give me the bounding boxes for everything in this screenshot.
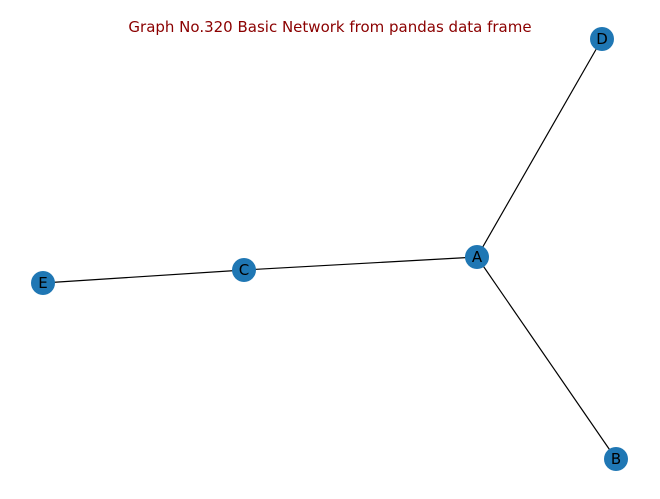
node-circle bbox=[465, 245, 489, 269]
node-c: C bbox=[232, 258, 256, 282]
node-circle bbox=[31, 271, 55, 295]
node-label: E bbox=[38, 274, 47, 292]
node-a: A bbox=[465, 245, 489, 269]
edge-a-c bbox=[243, 256, 478, 271]
edge-c-e bbox=[42, 269, 245, 284]
node-label: C bbox=[239, 261, 249, 279]
node-circle bbox=[232, 258, 256, 282]
edge-a-d bbox=[476, 38, 603, 258]
edge-a-b bbox=[476, 256, 617, 460]
node-d: D bbox=[590, 27, 614, 51]
node-label: A bbox=[472, 248, 483, 266]
node-e: E bbox=[31, 271, 55, 295]
node-b: B bbox=[604, 447, 628, 471]
node-label: B bbox=[611, 450, 621, 468]
node-circle bbox=[604, 447, 628, 471]
graph-title: Graph No.320 Basic Network from pandas d… bbox=[128, 18, 531, 36]
node-label: D bbox=[596, 30, 608, 48]
node-circle bbox=[590, 27, 614, 51]
edges-layer bbox=[42, 38, 617, 460]
nodes-layer: A B C D E bbox=[31, 27, 628, 471]
